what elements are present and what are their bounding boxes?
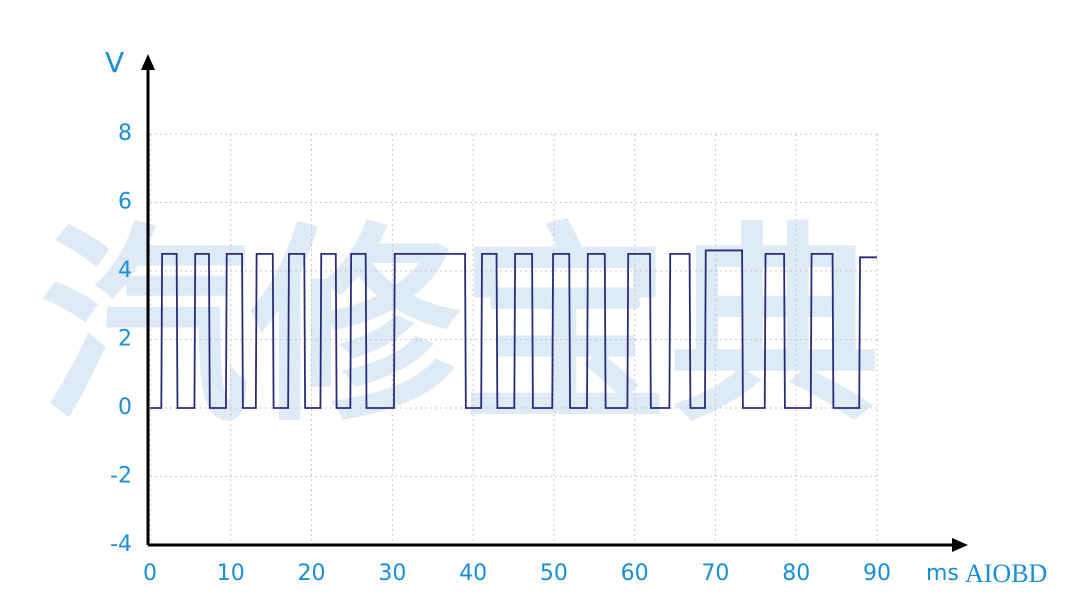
y-axis-label: V	[105, 46, 124, 79]
x-tick-label: 80	[782, 561, 810, 586]
y-tick-label: 6	[118, 190, 132, 215]
x-tick-label: 50	[540, 561, 568, 586]
y-tick-label: 8	[118, 121, 132, 146]
x-arrow	[952, 538, 968, 552]
y-tick-label: 0	[118, 395, 132, 420]
x-tick-label: 70	[701, 561, 729, 586]
x-tick-label: 40	[459, 561, 487, 586]
y-tick-label: -4	[110, 532, 132, 557]
waveform	[150, 249, 877, 409]
y-tick-label: 2	[118, 327, 132, 352]
x-tick-label: 0	[143, 561, 157, 586]
x-tick-label: 90	[863, 561, 891, 586]
x-axis-label: ms	[926, 561, 959, 586]
x-tick-label: 20	[298, 561, 326, 586]
x-tick-label: 30	[378, 561, 406, 586]
x-tick-label: 10	[217, 561, 245, 586]
brand: AIOBD	[965, 559, 1047, 588]
x-tick-label: 60	[621, 561, 649, 586]
y-tick-label: 4	[118, 258, 132, 283]
y-arrow	[141, 54, 155, 70]
y-tick-label: -2	[110, 464, 132, 489]
watermark: 汽修宝典	[40, 205, 880, 450]
